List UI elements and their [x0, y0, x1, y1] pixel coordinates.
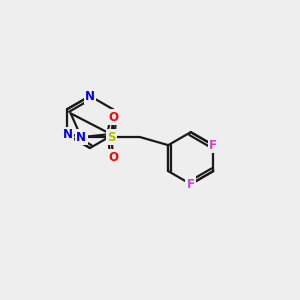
Text: S: S — [107, 130, 116, 144]
Text: N: N — [76, 130, 86, 144]
Text: F: F — [209, 139, 217, 152]
Text: N: N — [85, 89, 95, 103]
Text: O: O — [108, 151, 118, 164]
Text: N: N — [62, 128, 73, 142]
Text: O: O — [108, 111, 118, 124]
Text: F: F — [187, 178, 195, 190]
